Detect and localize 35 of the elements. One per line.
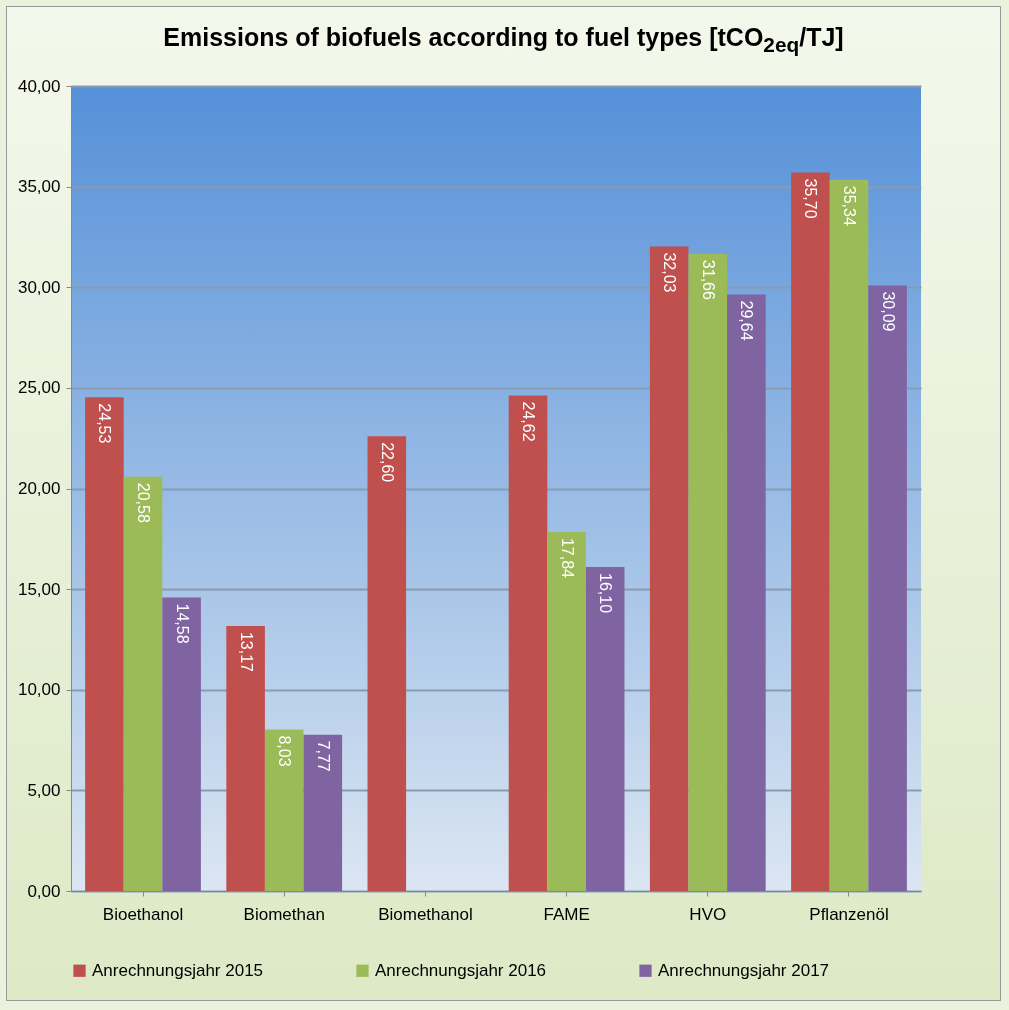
- data-label: 20,58: [135, 482, 153, 523]
- y-tick-label: 20,00: [17, 479, 61, 498]
- x-tick-label: Biomethan: [243, 904, 325, 924]
- data-label: 16,10: [597, 572, 615, 614]
- x-tick-label: Bioethanol: [102, 904, 184, 924]
- legend-label: Anrechnungsjahr 2017: [658, 960, 830, 980]
- data-label: 14,58: [173, 603, 191, 644]
- y-tick-label: 10,00: [17, 680, 61, 700]
- data-label: 22,60: [378, 442, 396, 483]
- y-tick-label: 35,00: [17, 177, 61, 197]
- y-tick-label: 40,00: [17, 76, 61, 96]
- data-label: 35,34: [840, 185, 858, 226]
- x-tick-label: FAME: [543, 904, 590, 924]
- x-tick-label: Pflanzenöl: [809, 904, 889, 924]
- data-label: 31,66: [699, 259, 717, 300]
- data-label: 29,64: [738, 300, 756, 341]
- y-tick-label: 30,00: [17, 277, 61, 297]
- y-tick-label: 5,00: [27, 780, 61, 800]
- chart-title: Emissions of biofuels according to fuel types [tCO$_{2eq}$/TJ]: [162, 22, 845, 58]
- legend-label: Anrechnungsjahr 2016: [375, 960, 547, 980]
- data-label: 24,53: [96, 403, 114, 444]
- data-label: 13,17: [237, 631, 255, 673]
- legend-label: Anrechnungsjahr 2015: [92, 960, 264, 980]
- data-label: 24,62: [520, 401, 537, 442]
- data-label: 8,03: [276, 735, 294, 767]
- y-tick-label: 25,00: [17, 378, 61, 398]
- x-tick-label: Biomethanol: [378, 904, 473, 924]
- data-label: 17,84: [558, 537, 576, 579]
- data-label: 32,03: [661, 252, 679, 293]
- data-label: 7,77: [314, 740, 332, 772]
- y-tick-label: 0,00: [27, 881, 61, 901]
- data-label: 35,70: [802, 178, 820, 219]
- x-tick-label: HVO: [689, 904, 727, 924]
- data-label: 30,09: [879, 291, 897, 332]
- y-tick-label: 15,00: [17, 579, 61, 599]
